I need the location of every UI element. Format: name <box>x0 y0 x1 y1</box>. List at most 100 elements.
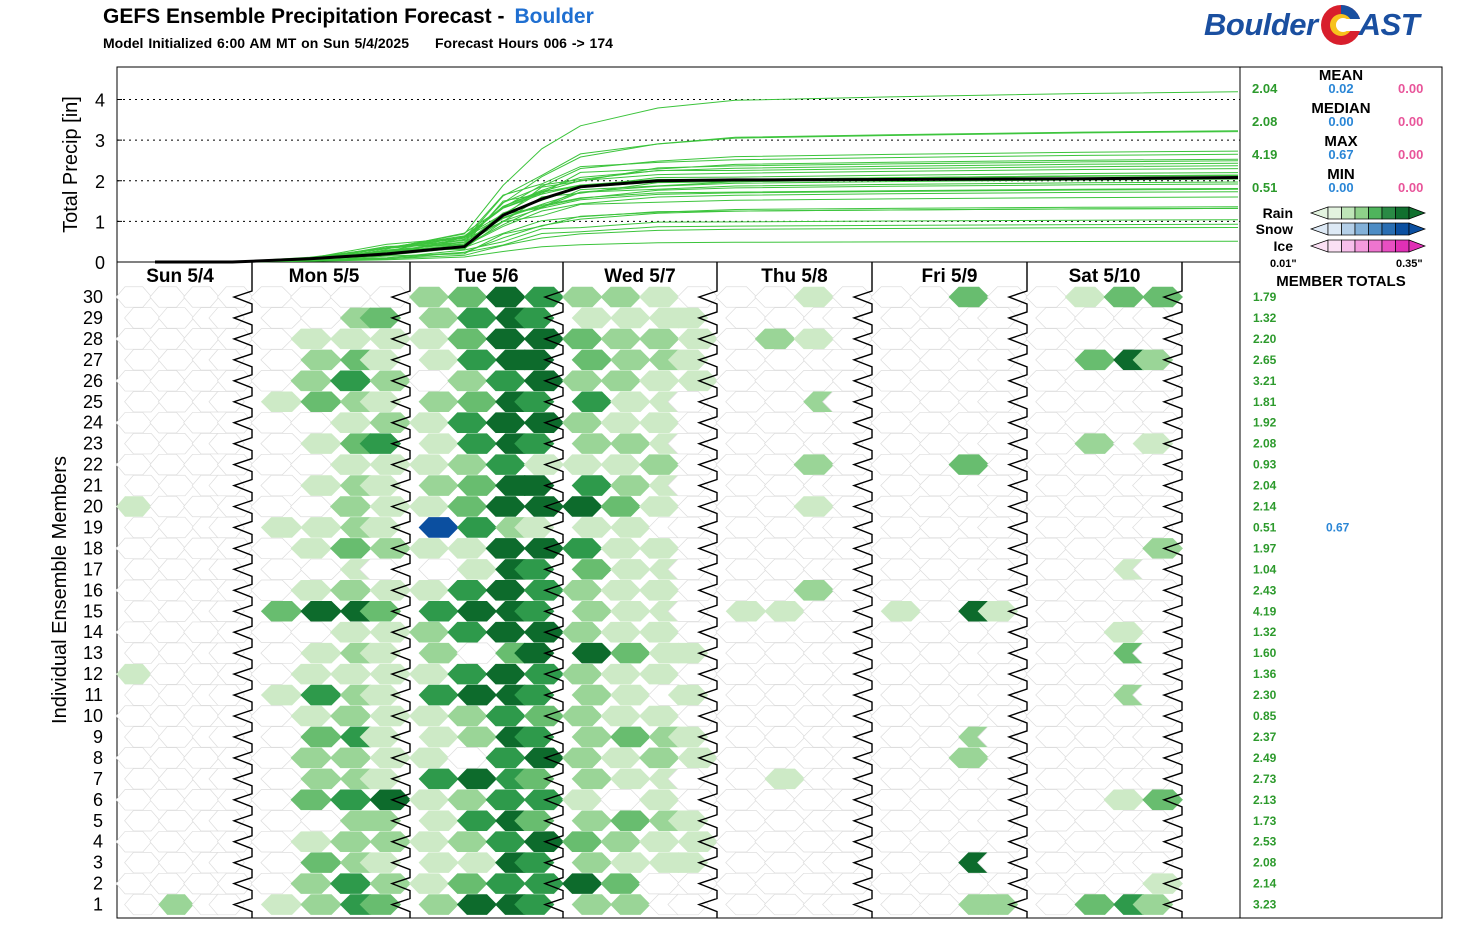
heat-cell <box>639 621 680 643</box>
heat-cell <box>822 768 864 790</box>
stat-mean-ice: 0.00 <box>1398 81 1423 96</box>
heat-cell <box>793 454 835 475</box>
heat-cell <box>183 663 220 685</box>
stat-min-ice: 0.00 <box>1398 180 1423 195</box>
member-label: 30 <box>83 287 103 307</box>
heat-cell <box>208 768 245 790</box>
heat-cell <box>1035 684 1077 706</box>
heat-cell <box>260 726 303 748</box>
heat-cell <box>918 726 961 748</box>
heat-cell <box>793 328 835 350</box>
member-label: 27 <box>83 350 103 370</box>
member-total: 0.93 <box>1253 458 1277 472</box>
heat-cell <box>116 496 152 517</box>
heat-cell <box>1064 370 1106 392</box>
heat-cell <box>359 349 402 371</box>
heat-cell <box>409 580 450 601</box>
heat-cell <box>447 328 488 350</box>
day-label: Wed 5/7 <box>604 266 675 287</box>
heat-cell <box>447 412 488 433</box>
heat-cell <box>409 663 450 685</box>
heat-cell <box>300 642 342 664</box>
heat-cell <box>715 370 758 392</box>
heat-cell <box>1035 433 1077 455</box>
member-label: 5 <box>93 811 103 831</box>
heat-cell <box>822 391 864 413</box>
member-total: 2.14 <box>1253 877 1277 891</box>
heat-cell <box>725 391 767 413</box>
legend-swatch <box>1354 206 1369 220</box>
heat-cell <box>208 600 245 622</box>
heat-cell <box>754 872 796 895</box>
heat-cell <box>1025 831 1068 853</box>
heat-cell <box>918 642 961 664</box>
heat-cell <box>183 621 220 643</box>
heat-cell <box>250 872 293 895</box>
legend-label: Ice <box>1274 238 1294 254</box>
heat-cell <box>157 852 195 874</box>
heat-cell <box>1064 453 1106 476</box>
heat-cell <box>600 831 641 852</box>
heat-cell <box>1025 412 1068 434</box>
heat-cell <box>418 433 459 454</box>
heat-cell <box>1025 872 1068 895</box>
heat-cell <box>250 621 293 643</box>
heat-cell <box>290 453 333 476</box>
legend-swatch <box>1381 239 1396 253</box>
stat-median-rain: 2.08 <box>1252 114 1277 129</box>
heat-cell <box>948 663 990 685</box>
day-label: Sat 5/10 <box>1069 266 1141 287</box>
heat-cell <box>250 789 293 811</box>
heat-cell <box>300 433 342 454</box>
heat-cell <box>562 580 603 601</box>
heat-cell <box>208 474 245 497</box>
heat-cell <box>514 852 555 873</box>
heat-cell <box>208 642 245 664</box>
heat-cell <box>638 872 680 895</box>
legend-swatch <box>1368 222 1383 236</box>
heat-cell <box>639 412 680 433</box>
heat-cell <box>1073 516 1116 539</box>
heat-cell <box>822 810 864 832</box>
heat-cell <box>754 621 796 643</box>
heat-cell <box>1132 474 1174 497</box>
heat-cell <box>208 684 245 706</box>
heat-cell <box>918 852 961 874</box>
heat-cell <box>456 600 498 622</box>
heat-cell <box>918 684 961 706</box>
heat-cell <box>208 307 245 329</box>
heat-cell <box>447 580 488 601</box>
day-separator <box>542 262 564 918</box>
heat-cell <box>514 768 555 790</box>
heat-cell <box>183 328 220 350</box>
heat-cell <box>793 663 835 685</box>
heat-cell <box>409 831 450 852</box>
heat-cell <box>977 516 1019 539</box>
heat-cell <box>1103 328 1145 350</box>
heat-cell <box>418 391 459 413</box>
colorado-flag-icon <box>1320 5 1362 45</box>
heat-cell <box>300 768 342 790</box>
heat-cell <box>948 789 990 811</box>
heat-cell <box>870 789 913 811</box>
heat-cell <box>359 852 402 873</box>
heat-cell <box>408 370 450 392</box>
heat-cell <box>763 558 806 580</box>
heat-cell <box>880 810 922 832</box>
heat-cell <box>330 412 372 433</box>
heat-cell <box>1073 726 1116 748</box>
stat-max-label: MAX <box>1324 133 1357 150</box>
heat-cell <box>948 621 990 643</box>
heat-cell <box>157 768 195 790</box>
heat-cell <box>909 537 951 560</box>
heat-cell <box>948 579 990 601</box>
heat-cell <box>183 370 220 392</box>
heat-cell <box>571 517 613 538</box>
heat-cell <box>667 642 709 664</box>
heat-cell <box>418 810 459 832</box>
heat-cell <box>456 475 498 496</box>
heat-cell <box>115 537 153 560</box>
heat-cell <box>763 516 806 539</box>
heat-cell <box>600 621 641 643</box>
heat-cell <box>485 538 526 559</box>
